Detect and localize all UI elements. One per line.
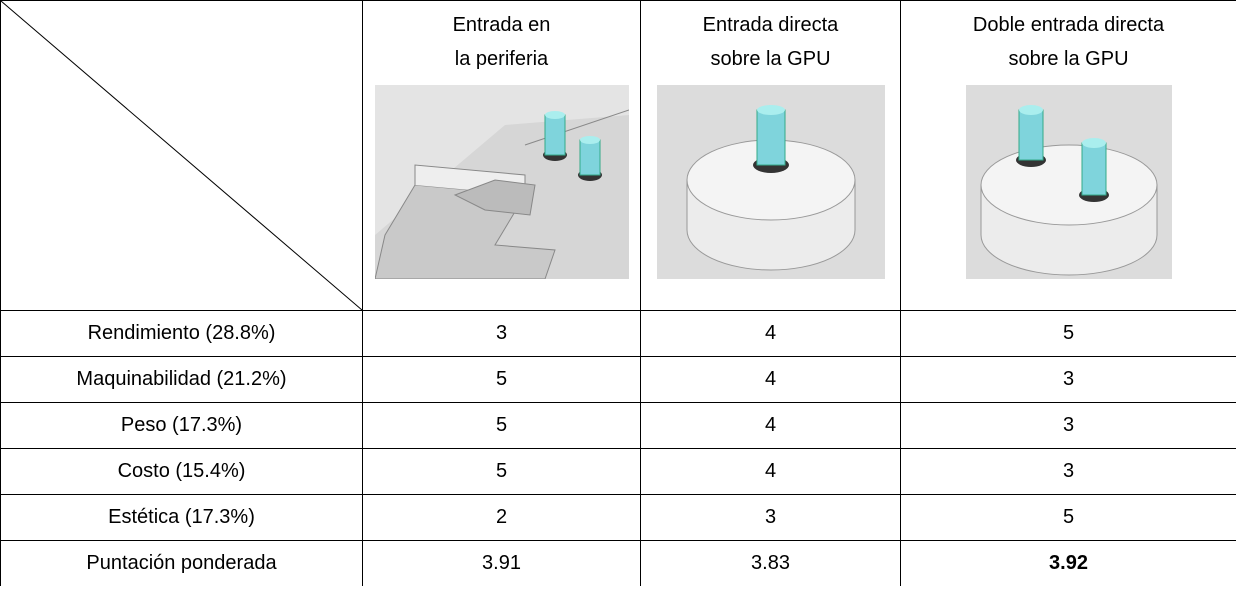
weighted-score: 3.83 xyxy=(640,540,901,586)
header-line: Entrada en xyxy=(452,14,551,36)
row: Rendimiento (28.8%) 3 4 5 xyxy=(0,310,1236,357)
row-label: Puntación ponderada xyxy=(0,540,363,586)
corner-cell xyxy=(0,0,363,311)
weighted-score: 3.91 xyxy=(362,540,641,586)
row: Peso (17.3%) 5 4 3 xyxy=(0,402,1236,449)
score: 3 xyxy=(900,356,1236,403)
row: Costo (15.4%) 5 4 3 xyxy=(0,448,1236,495)
header-line: sobre la GPU xyxy=(710,48,831,70)
row: Puntación ponderada 3.91 3.83 3.92 xyxy=(0,540,1236,586)
score: 3 xyxy=(900,448,1236,495)
row-label: Estética (17.3%) xyxy=(0,494,363,541)
score: 2 xyxy=(362,494,641,541)
row: Maquinabilidad (21.2%) 5 4 3 xyxy=(0,356,1236,403)
header-line: la periferia xyxy=(454,48,549,70)
score: 4 xyxy=(640,310,901,357)
header-cell: Entrada en la periferia xyxy=(362,0,641,311)
score: 4 xyxy=(640,402,901,449)
periphery-image xyxy=(374,85,629,279)
score: 3 xyxy=(900,402,1236,449)
header-cell: Entrada directa sobre la GPU xyxy=(640,0,901,311)
header-line: Doble entrada directa xyxy=(972,14,1165,36)
weighted-score: 3.92 xyxy=(900,540,1236,586)
header-row: Entrada en la periferia Entrada directa … xyxy=(0,0,1236,311)
score: 4 xyxy=(640,356,901,403)
single-inlet-image xyxy=(656,85,885,279)
score: 5 xyxy=(362,402,641,449)
score: 5 xyxy=(362,448,641,495)
header-line: Entrada directa xyxy=(702,14,839,36)
row-label: Rendimiento (28.8%) xyxy=(0,310,363,357)
header-cell: Doble entrada directa sobre la GPU xyxy=(900,0,1236,311)
double-inlet-image xyxy=(965,85,1172,279)
score: 3 xyxy=(362,310,641,357)
row-label: Peso (17.3%) xyxy=(0,402,363,449)
row-label: Costo (15.4%) xyxy=(0,448,363,495)
header-line: sobre la GPU xyxy=(1008,48,1129,70)
row: Estética (17.3%) 2 3 5 xyxy=(0,494,1236,541)
row-label: Maquinabilidad (21.2%) xyxy=(0,356,363,403)
score: 5 xyxy=(900,494,1236,541)
score: 5 xyxy=(362,356,641,403)
score: 3 xyxy=(640,494,901,541)
score: 4 xyxy=(640,448,901,495)
score: 5 xyxy=(900,310,1236,357)
